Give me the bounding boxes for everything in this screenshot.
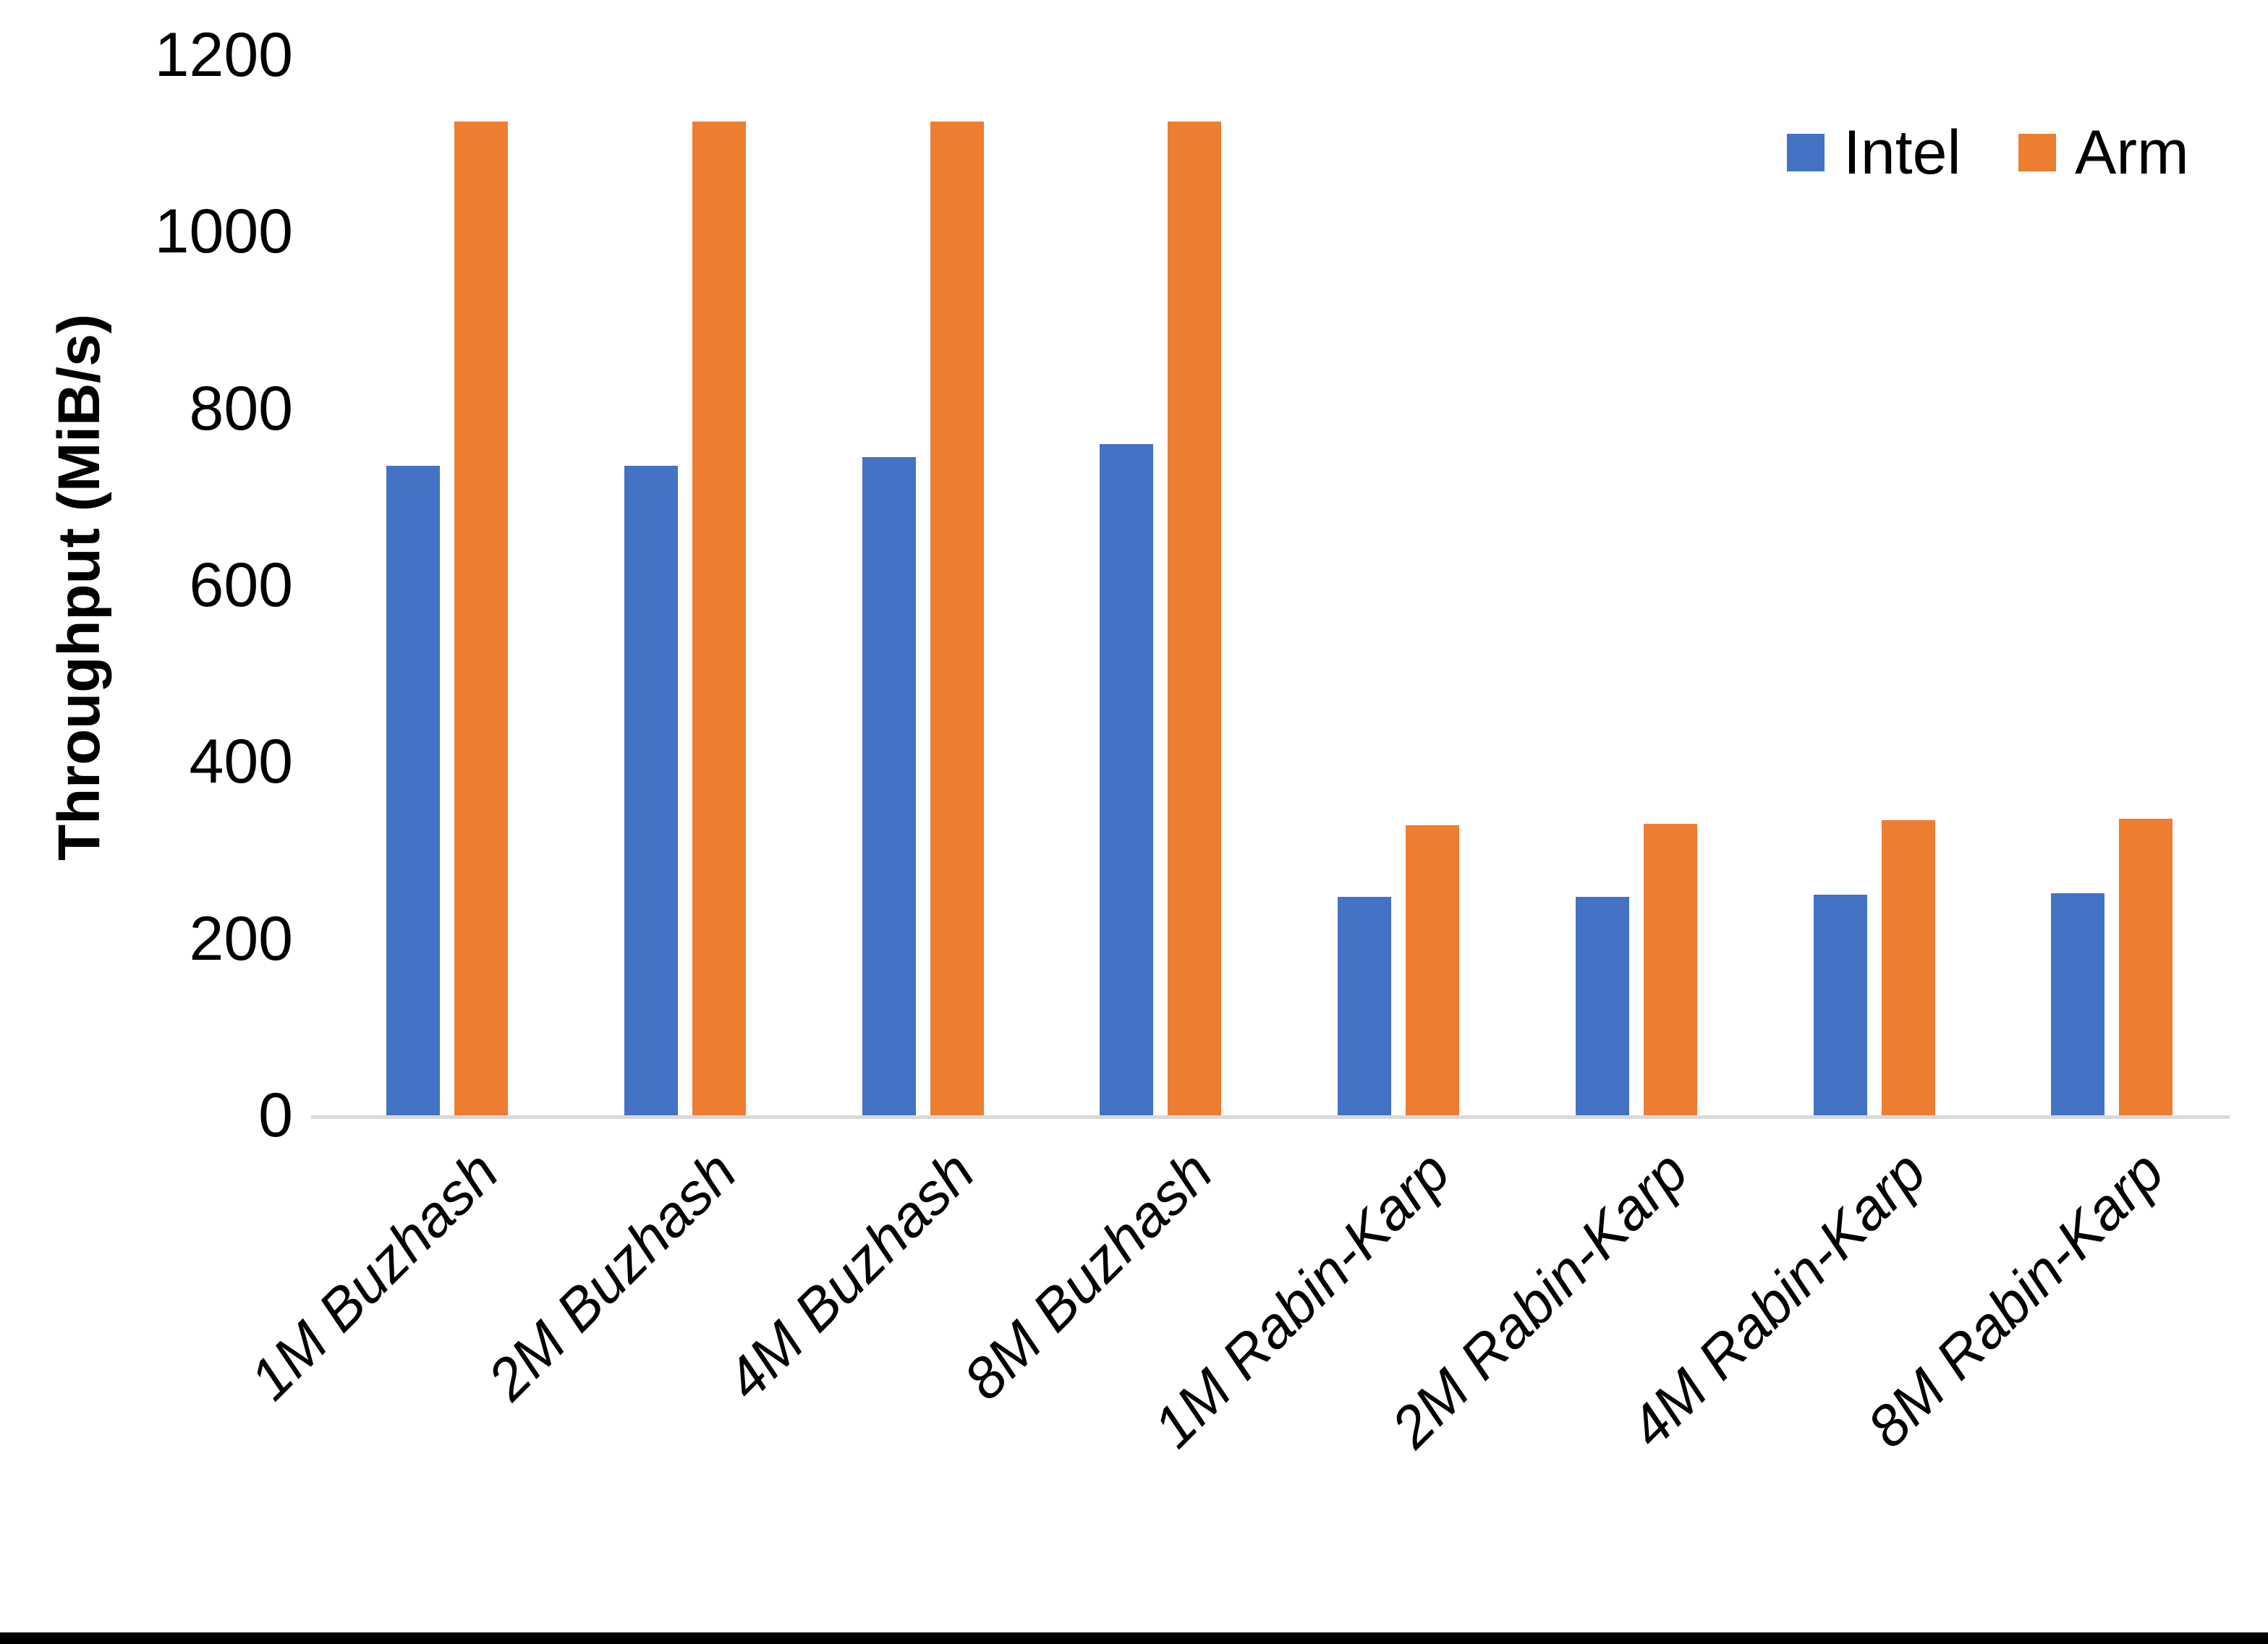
bar-intel-1m-rabin-karp [1338,897,1391,1115]
x-label-1m-rabin-karp: 1M Rabin-Karp [1141,1138,1463,1460]
legend-label-arm: Arm [2075,118,2189,187]
bar-intel-1m-buzhash [386,466,440,1115]
x-label-2m-buzhash: 2M Buzhash [475,1138,749,1413]
y-tick-label-1000: 1000 [154,197,293,267]
bar-intel-8m-rabin-karp [2051,893,2105,1115]
legend-item-intel: Intel [1787,122,1961,184]
bar-arm-8m-rabin-karp [2119,818,2173,1115]
x-label-8m-rabin-karp: 8M Rabin-Karp [1854,1138,2176,1460]
y-tick-label-400: 400 [189,727,294,797]
x-label-1m-buzhash: 1M Buzhash [237,1138,511,1413]
bar-arm-1m-rabin-karp [1406,825,1459,1115]
x-label-4m-buzhash: 4M Buzhash [713,1138,987,1413]
bar-arm-8m-buzhash [1168,121,1222,1115]
bar-arm-2m-rabin-karp [1643,823,1697,1115]
legend-swatch-intel [1787,134,1825,171]
bar-intel-4m-rabin-karp [1813,894,1867,1115]
bar-arm-4m-buzhash [930,121,984,1115]
y-tick-label-0: 0 [258,1081,293,1150]
x-label-2m-rabin-karp: 2M Rabin-Karp [1379,1138,1700,1460]
bottom-border-line [0,1632,2268,1644]
bar-intel-2m-rabin-karp [1575,897,1629,1115]
bar-arm-4m-rabin-karp [1881,819,1935,1115]
bar-intel-2m-buzhash [624,466,678,1115]
bar-intel-4m-buzhash [862,456,916,1115]
x-label-8m-buzhash: 8M Buzhash [951,1138,1225,1413]
y-tick-label-800: 800 [189,373,294,443]
bar-intel-8m-buzhash [1100,443,1154,1115]
x-axis-line [311,1115,2230,1119]
bar-arm-2m-buzhash [692,121,746,1115]
y-tick-label-600: 600 [189,550,294,620]
legend-swatch-arm [2018,134,2056,171]
legend-item-arm: Arm [2018,122,2189,184]
y-tick-label-1200: 1200 [154,20,293,90]
x-label-4m-rabin-karp: 4M Rabin-Karp [1617,1138,1938,1460]
legend-label-intel: Intel [1843,118,1961,187]
bar-arm-1m-buzhash [454,121,508,1115]
y-tick-label-200: 200 [189,903,294,974]
